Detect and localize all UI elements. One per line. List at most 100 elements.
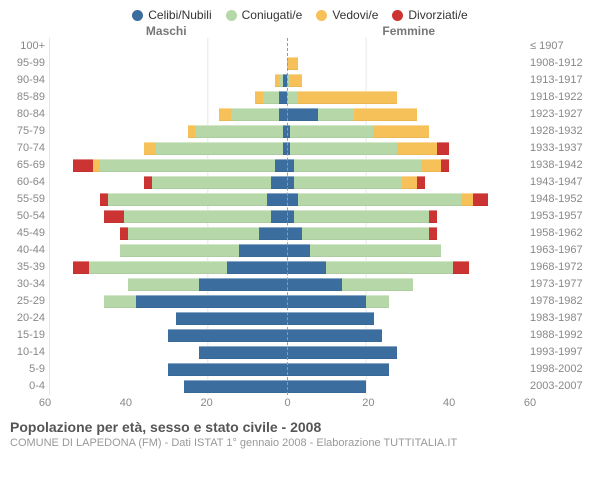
age-label: 45-49 [0,225,45,242]
bar-segment [104,210,124,223]
legend-swatch [392,10,403,21]
female-half [287,242,525,259]
bar-segment [279,108,287,121]
legend-label: Vedovi/e [332,8,378,22]
bar-segment [287,91,299,104]
legend: Celibi/Nubili Coniugati/e Vedovi/e Divorzia… [0,0,600,24]
year-label: 1978-1982 [530,293,600,310]
year-label: 1913-1917 [530,72,600,89]
legend-swatch [316,10,327,21]
bar-segment [310,244,441,257]
bar-row [49,242,524,259]
year-label: 1998-2002 [530,361,600,378]
age-label: 75-79 [0,123,45,140]
bar-row [49,106,524,123]
bar-segment [156,142,283,155]
bar-segment [290,125,373,138]
bar-segment [298,91,397,104]
bar-segment [195,125,282,138]
year-label: 1918-1922 [530,89,600,106]
year-label: 1958-1962 [530,225,600,242]
year-label: 1968-1972 [530,259,600,276]
bar-segment [283,74,287,87]
legend-item: Vedovi/e [316,8,378,22]
bar-segment [287,227,303,240]
bar-segment [437,142,449,155]
age-label: 50-54 [0,208,45,225]
bar-segment [294,210,429,223]
legend-label: Coniugati/e [242,8,303,22]
legend-label: Celibi/Nubili [148,8,211,22]
age-label: 60-64 [0,174,45,191]
bar-segment [287,57,299,70]
age-label: 85-89 [0,89,45,106]
age-label: 40-44 [0,242,45,259]
female-half [287,89,525,106]
legend-label: Divorziati/e [408,8,467,22]
bar-segment [287,363,390,376]
male-half [49,378,287,395]
bar-segment [417,176,425,189]
bar-segment [354,108,417,121]
male-half [49,89,287,106]
bar-segment [283,142,287,155]
male-half [49,106,287,123]
bar-segment [93,159,101,172]
x-tick: 40 [120,397,132,409]
male-half [49,259,287,276]
bar-row [49,157,524,174]
legend-swatch [226,10,237,21]
bar-segment [421,159,441,172]
age-label: 90-94 [0,72,45,89]
bar-segment [104,295,136,308]
bar-segment [441,159,449,172]
x-tick: 60 [39,397,51,409]
female-half [287,378,525,395]
female-half [287,361,525,378]
year-label: ≤ 1907 [530,38,600,55]
bar-segment [227,261,286,274]
age-label: 35-39 [0,259,45,276]
age-label: 30-34 [0,276,45,293]
bar-segment [259,227,287,240]
year-label: 1993-1997 [530,344,600,361]
bar-segment [287,244,311,257]
bar-segment [100,193,108,206]
year-label: 1933-1937 [530,140,600,157]
bar-segment [128,278,199,291]
male-half [49,55,287,72]
x-tick: 20 [362,397,374,409]
bar-segment [176,312,287,325]
bar-row [49,89,524,106]
age-label: 25-29 [0,293,45,310]
bar-segment [120,227,128,240]
bars-area [49,38,524,395]
bar-segment [287,261,327,274]
age-label: 15-19 [0,327,45,344]
year-labels-column: ≤ 19071908-19121913-19171918-19221923-19… [524,38,600,395]
bar-row [49,55,524,72]
bar-segment [287,329,382,342]
bar-row [49,259,524,276]
male-half [49,72,287,89]
male-half [49,310,287,327]
age-labels-column: 100+95-9990-9485-8980-8475-7970-7465-696… [0,38,49,395]
bar-segment [287,380,366,393]
legend-item: Coniugati/e [226,8,303,22]
female-half [287,225,525,242]
bar-row [49,174,524,191]
bar-row [49,140,524,157]
bar-segment [453,261,469,274]
female-half [287,106,525,123]
bar-segment [287,278,342,291]
age-label: 80-84 [0,106,45,123]
female-half [287,157,525,174]
year-label: 1908-1912 [530,55,600,72]
bar-segment [73,261,89,274]
female-half [287,55,525,72]
female-half [287,72,525,89]
female-half [287,327,525,344]
chart-footer: Popolazione per età, sesso e stato civil… [0,411,600,449]
female-half [287,344,525,361]
female-half [287,123,525,140]
